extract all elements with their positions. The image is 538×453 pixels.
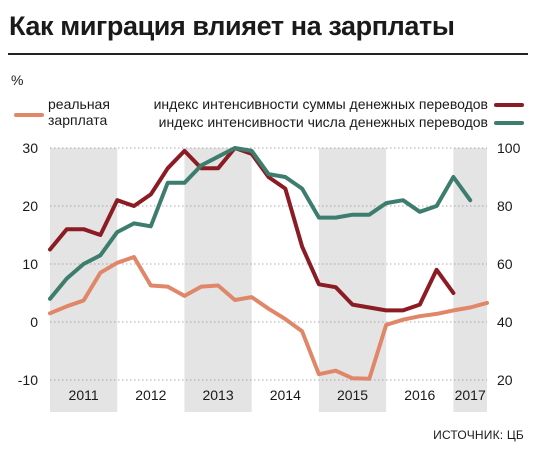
- x-tick-label-2012: 2012: [135, 387, 166, 403]
- source-note: ИСТОЧНИК: ЦБ: [433, 428, 524, 442]
- legend-swatch-real-wage: [14, 113, 44, 117]
- year-band-2017: [453, 148, 487, 412]
- y-right-tick-label: 20: [497, 372, 513, 388]
- y-right-tick-label: 40: [497, 314, 513, 330]
- series-line-real-wage: [48, 255, 489, 381]
- y-left-tick-label: 0: [30, 314, 38, 330]
- legend-label-transfer-count: индекс интенсивности числа денежных пере…: [158, 114, 488, 130]
- x-tick-label-2013: 2013: [202, 387, 233, 403]
- title-divider: [8, 53, 528, 55]
- x-tick-label-2017: 2017: [455, 387, 486, 403]
- series-line-transfer-count: [48, 146, 473, 301]
- y-left-tick-label: 20: [22, 198, 38, 214]
- y-left-tick-label: 30: [22, 140, 38, 156]
- y-right-tick-label: 100: [497, 140, 521, 156]
- y-right-tick-label: 60: [497, 256, 513, 272]
- x-tick-label-2016: 2016: [404, 387, 435, 403]
- legend-swatch-transfer-count: [494, 121, 524, 125]
- y-right-tick-label: 80: [497, 198, 513, 214]
- left-axis-unit: %: [11, 72, 24, 88]
- chart-title: Как миграция влияет на зарплаты: [9, 11, 455, 41]
- legend-label-real-wage: реальная зарплата: [48, 96, 110, 128]
- legend-swatch-transfer-sum: [494, 103, 524, 107]
- year-band-2015: [318, 148, 387, 412]
- year-band-2011: [50, 148, 118, 412]
- x-tick-label-2015: 2015: [337, 387, 368, 403]
- legend-label-transfer-sum: индекс интенсивности суммы денежных пере…: [153, 96, 488, 112]
- year-band-2013: [184, 148, 252, 412]
- x-tick-label-2014: 2014: [270, 387, 301, 403]
- x-tick-label-2011: 2011: [69, 387, 99, 403]
- y-left-tick-label: 10: [22, 256, 38, 272]
- y-left-tick-label: -10: [18, 372, 38, 388]
